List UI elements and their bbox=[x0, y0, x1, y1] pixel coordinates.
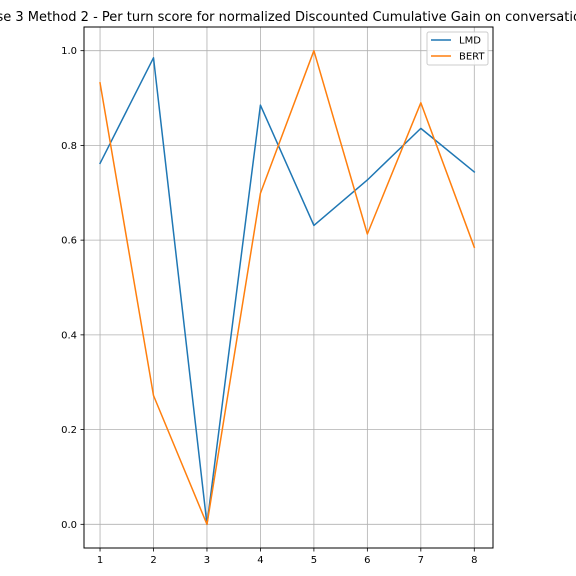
y-tick-label: 0.2 bbox=[61, 425, 77, 436]
series-line-bert bbox=[99, 49, 476, 526]
y-tick-label: 0.0 bbox=[61, 520, 77, 531]
legend-label-bert: BERT bbox=[459, 52, 485, 63]
legend: LMD BERT bbox=[426, 31, 489, 66]
y-tick-label: 1.0 bbox=[61, 46, 77, 57]
x-tick-label: 4 bbox=[257, 555, 263, 566]
axis-ticks: 1 2 3 4 5 6 7 8 0.0 0.2 0.4 0.6 0.8 1.0 bbox=[61, 46, 477, 566]
plot-area bbox=[83, 26, 494, 549]
series-lines bbox=[99, 49, 476, 526]
x-tick-label: 2 bbox=[150, 555, 156, 566]
x-tick-label: 7 bbox=[418, 555, 424, 566]
series-line-lmd bbox=[99, 57, 476, 526]
x-tick-label: 3 bbox=[204, 555, 210, 566]
x-tick-label: 8 bbox=[471, 555, 477, 566]
legend-label-lmd: LMD bbox=[459, 36, 481, 47]
chart-title: Phase 3 Method 2 - Per turn score for no… bbox=[0, 10, 576, 25]
grid bbox=[84, 27, 493, 548]
x-tick-label: 6 bbox=[364, 555, 370, 566]
y-tick-label: 0.4 bbox=[61, 330, 77, 341]
x-tick-label: 5 bbox=[311, 555, 317, 566]
y-tick-label: 0.6 bbox=[61, 236, 77, 247]
y-tick-label: 0.8 bbox=[61, 141, 77, 152]
x-tick-label: 1 bbox=[97, 555, 103, 566]
